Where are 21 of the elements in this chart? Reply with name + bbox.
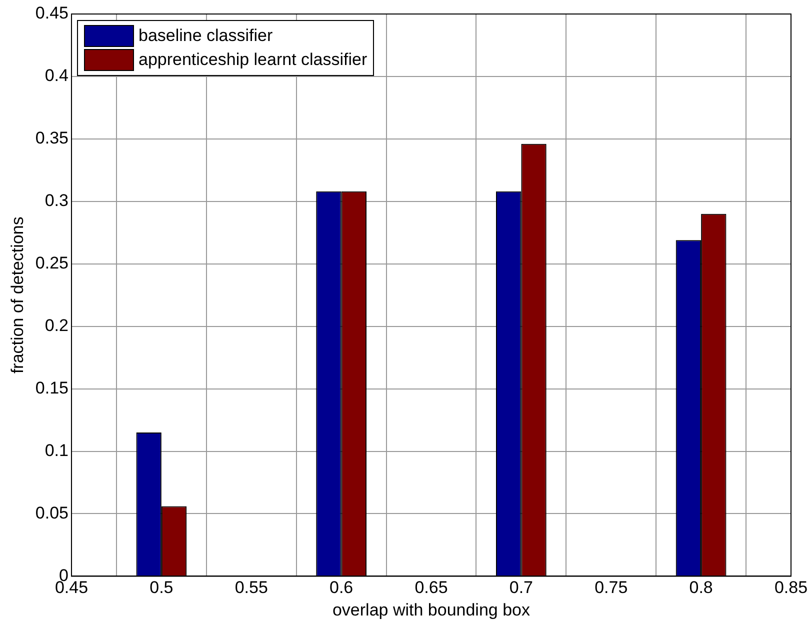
y-tick-label: 0.25 bbox=[35, 254, 68, 273]
x-tick-label: 0.8 bbox=[689, 578, 713, 598]
y-tick-label: 0.05 bbox=[35, 503, 68, 522]
y-tick-label: 0.35 bbox=[35, 128, 68, 148]
legend-label: baseline classifier bbox=[138, 26, 273, 46]
x-tick-label: 0.85 bbox=[774, 578, 808, 598]
x-tick-label: 0.55 bbox=[234, 578, 268, 598]
x-tick-label: 0.75 bbox=[594, 578, 628, 598]
y-tick-label: 0.15 bbox=[35, 378, 68, 398]
y-axis-title: fraction of detections bbox=[8, 216, 27, 374]
y-tick-label: 0.1 bbox=[44, 440, 68, 460]
x-axis-title: overlap with bounding box bbox=[332, 600, 531, 620]
y-tick-label: 0.2 bbox=[44, 316, 68, 336]
y-tick-label: 0.3 bbox=[44, 191, 68, 210]
legend-label: apprenticeship learnt classifier bbox=[138, 50, 368, 70]
x-tick-label: 0.7 bbox=[509, 578, 534, 598]
x-tick-label: 0.5 bbox=[150, 578, 174, 598]
x-tick-label: 0.6 bbox=[329, 578, 354, 598]
y-tick-label: 0.45 bbox=[35, 4, 68, 23]
y-tick-label: 0.4 bbox=[44, 66, 68, 86]
x-tick-label: 0.65 bbox=[414, 578, 448, 598]
